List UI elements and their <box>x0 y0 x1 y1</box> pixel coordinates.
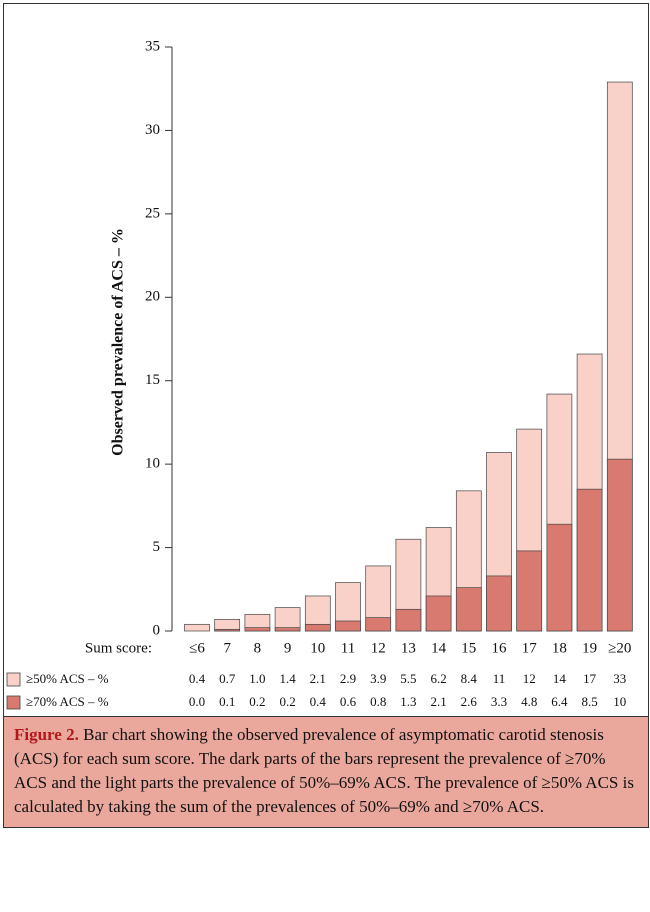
value-label: 1.0 <box>249 671 265 686</box>
y-tick-label: 35 <box>145 38 160 54</box>
x-axis-label: Sum score: <box>85 640 152 656</box>
bar <box>425 595 452 632</box>
bar <box>486 575 512 632</box>
value-label: 14 <box>553 671 567 686</box>
x-tick-label: ≤6 <box>189 640 205 656</box>
bar <box>455 587 482 632</box>
y-axis-label: Observed prevalence of ACS – % <box>110 228 127 456</box>
bar <box>184 623 210 632</box>
value-label: 0.4 <box>189 671 206 686</box>
bar <box>214 628 241 632</box>
x-tick-label: 16 <box>492 640 508 656</box>
caption: Figure 2. Bar chart showing the observed… <box>4 716 648 827</box>
bar <box>516 550 543 632</box>
legend-label: ≥50% ACS – % <box>26 671 109 686</box>
x-tick-label: 8 <box>254 640 262 656</box>
value-label: 0.8 <box>370 694 386 709</box>
legend-swatch <box>6 672 21 687</box>
value-label: 12 <box>523 671 536 686</box>
y-tick-label: 30 <box>145 122 160 138</box>
x-tick-label: 13 <box>401 640 416 656</box>
bar <box>244 627 271 632</box>
y-tick-label: 25 <box>145 205 160 221</box>
x-tick-label: ≥20 <box>608 640 631 656</box>
legend-swatch <box>6 695 21 710</box>
value-label: 33 <box>613 671 626 686</box>
y-tick-label: 5 <box>153 539 161 555</box>
x-tick-label: 18 <box>552 640 567 656</box>
value-label: 2.1 <box>310 671 326 686</box>
y-tick-label: 0 <box>153 622 161 638</box>
value-label: 6.4 <box>551 694 568 709</box>
bar <box>606 458 633 632</box>
value-label: 0.7 <box>219 671 236 686</box>
value-label: 10 <box>613 694 626 709</box>
value-label: 3.3 <box>491 694 507 709</box>
value-label: 3.9 <box>370 671 386 686</box>
y-tick-label: 15 <box>145 372 160 388</box>
x-tick-label: 11 <box>341 640 355 656</box>
bar <box>335 620 361 632</box>
x-tick-label: 17 <box>522 640 538 656</box>
x-tick-label: 14 <box>431 640 447 656</box>
value-label: 2.1 <box>430 694 446 709</box>
legend-label: ≥70% ACS – % <box>26 694 109 709</box>
bar <box>576 488 603 632</box>
y-tick-label: 20 <box>145 289 160 305</box>
value-label: 2.6 <box>461 694 478 709</box>
x-tick-label: 10 <box>310 640 325 656</box>
value-label: 4.8 <box>521 694 537 709</box>
value-label: 2.9 <box>340 671 356 686</box>
value-label: 0.2 <box>249 694 265 709</box>
y-tick-label: 10 <box>145 456 160 472</box>
value-label: 17 <box>583 671 597 686</box>
bar <box>274 627 301 632</box>
value-label: 11 <box>493 671 506 686</box>
value-label: 0.4 <box>310 694 327 709</box>
value-label: 0.2 <box>279 694 295 709</box>
chart: Observed prevalence of ACS – % Sum score… <box>6 38 633 710</box>
bar <box>395 608 422 632</box>
caption-label: Figure 2. <box>14 725 79 744</box>
value-label: 8.4 <box>461 671 478 686</box>
figure: Observed prevalence of ACS – % Sum score… <box>3 3 649 828</box>
bar <box>304 623 331 632</box>
value-label: 1.3 <box>400 694 416 709</box>
value-label: 6.2 <box>430 671 446 686</box>
x-tick-label: 15 <box>461 640 476 656</box>
caption-text: Bar chart showing the observed prevalenc… <box>14 725 634 816</box>
value-label: 1.4 <box>279 671 296 686</box>
value-label: 0.1 <box>219 694 235 709</box>
value-label: 0.0 <box>189 694 205 709</box>
x-tick-label: 7 <box>223 640 231 656</box>
bar <box>546 523 573 632</box>
x-tick-label: 12 <box>371 640 386 656</box>
value-label: 5.5 <box>400 671 416 686</box>
value-label: 8.5 <box>581 694 597 709</box>
value-label: 0.6 <box>340 694 357 709</box>
x-tick-label: 9 <box>284 640 292 656</box>
x-tick-label: 19 <box>582 640 597 656</box>
bar <box>365 617 392 632</box>
